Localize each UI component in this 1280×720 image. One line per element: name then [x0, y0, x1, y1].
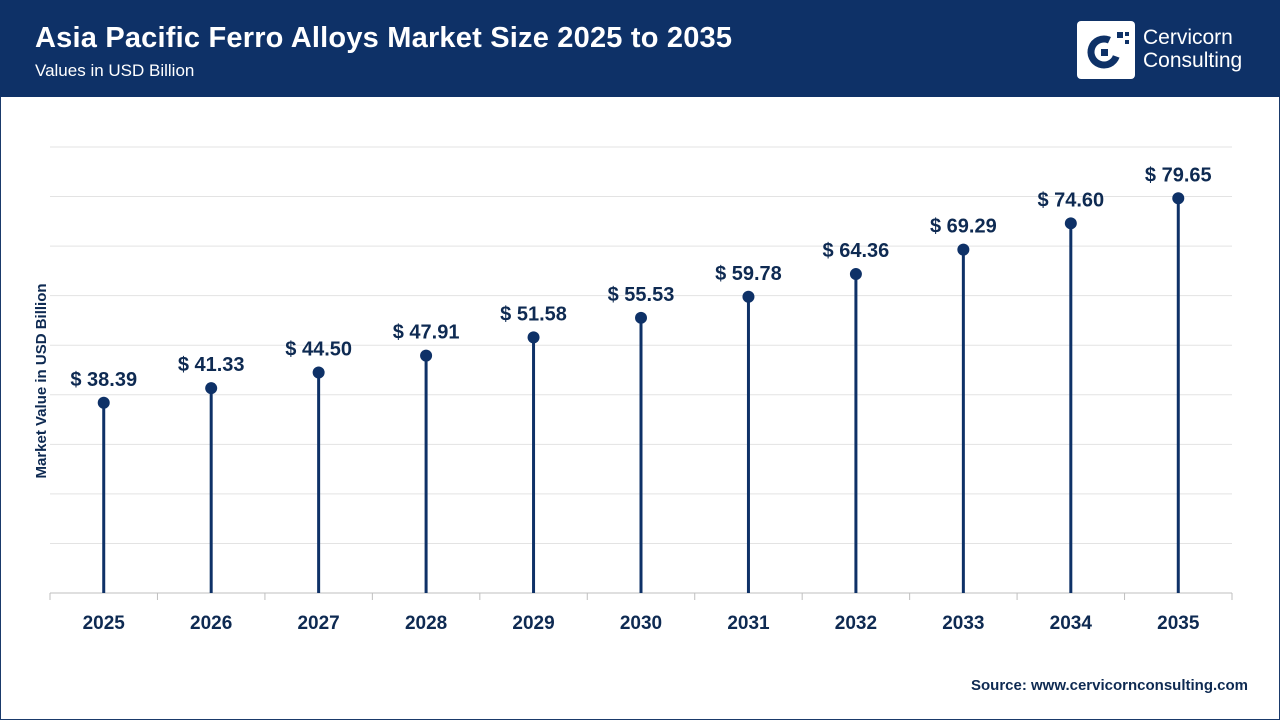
lollipop-point: [312, 366, 325, 379]
data-label: $ 59.78: [715, 263, 782, 285]
x-tick-label: 2027: [297, 613, 339, 634]
lollipop-point: [97, 396, 110, 409]
x-tick-label: 2029: [512, 613, 554, 634]
data-label: $ 64.36: [823, 240, 890, 262]
y-axis-label: Market Value in USD Billion: [33, 283, 50, 478]
header-banner: Asia Pacific Ferro Alloys Market Size 20…: [0, 0, 1280, 97]
source-note: Source: www.cervicornconsulting.com: [970, 677, 1248, 694]
lollipop-point: [957, 243, 970, 256]
x-tick-label: 2028: [405, 613, 447, 634]
lollipop-point: [635, 311, 647, 324]
lollipop-point: [1172, 192, 1185, 205]
lollipop-point: [527, 331, 540, 344]
data-label: $ 74.60: [1037, 189, 1104, 211]
data-label: $ 51.58: [500, 303, 567, 325]
data-label: $ 47.91: [393, 322, 460, 344]
lollipop-point: [742, 290, 755, 303]
brand-logo: Cervicorn Consulting: [1077, 21, 1257, 79]
brand-name-line2: Consulting: [1143, 49, 1243, 72]
x-tick-label: 2031: [727, 613, 770, 634]
lollipop-point: [205, 382, 218, 395]
x-tick-label: 2033: [942, 613, 984, 634]
cervicorn-c-logo-icon: [1077, 21, 1135, 79]
x-tick-label: 2030: [620, 613, 662, 634]
lollipop-point: [420, 349, 433, 362]
page-subtitle: Values in USD Billion: [35, 61, 195, 80]
brand-logo-text: Cervicorn Consulting: [1143, 26, 1242, 72]
data-label: $ 79.65: [1145, 164, 1212, 186]
lollipop-point: [1064, 217, 1077, 230]
data-label: $ 38.39: [70, 369, 137, 391]
x-tick-label: 2025: [83, 613, 126, 634]
x-tick-label: 2034: [1050, 613, 1093, 634]
page-title: Asia Pacific Ferro Alloys Market Size 20…: [35, 22, 733, 54]
brand-name-line1: Cervicorn: [1143, 26, 1233, 49]
data-label: $ 69.29: [930, 216, 997, 238]
data-label: $ 44.50: [285, 338, 352, 360]
x-tick-label: 2032: [835, 613, 877, 634]
lollipop-point: [849, 268, 862, 281]
data-label: $ 55.53: [608, 284, 675, 306]
x-tick-label: 2035: [1157, 613, 1200, 634]
x-tick-label: 2026: [190, 613, 232, 634]
data-label: $ 41.33: [178, 354, 245, 376]
